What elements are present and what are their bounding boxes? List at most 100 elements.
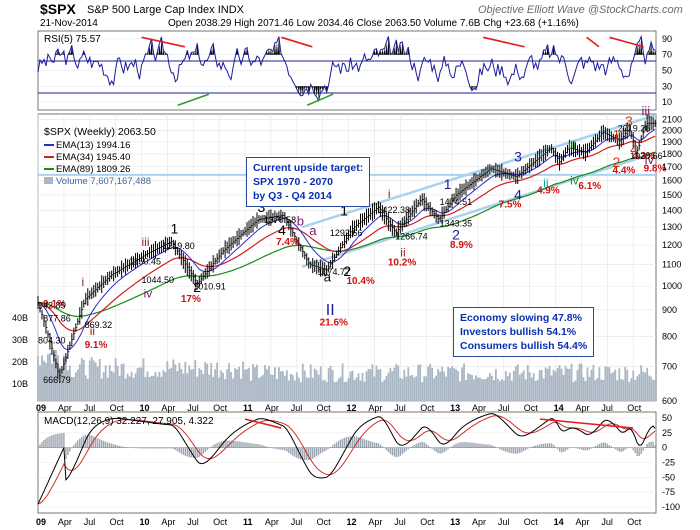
volume-bar [82, 359, 85, 401]
volume-bar [441, 366, 444, 401]
wave-label: i [388, 187, 391, 201]
macd-histogram-bar [312, 447, 314, 459]
macd-tick-label: 0 [662, 443, 667, 453]
volume-bar [142, 358, 145, 401]
volume-bar [134, 373, 137, 401]
volume-bar [508, 372, 511, 401]
price-tick-label: 1400 [662, 205, 682, 215]
volume-bar [138, 367, 141, 401]
macd-histogram-bar [99, 439, 101, 448]
macd-histogram-bar [59, 433, 61, 448]
macd-histogram-bar [640, 447, 642, 455]
macd-histogram-bar [288, 447, 290, 453]
percent-label: 6.1% [578, 181, 601, 192]
macd-histogram-bar [341, 438, 344, 448]
wave-label: iii [142, 235, 150, 249]
volume-bar [397, 365, 400, 401]
volume-bar [66, 370, 69, 401]
volume-bar [182, 373, 185, 401]
volume-bar [160, 376, 163, 401]
macd-histogram-bar [97, 438, 99, 448]
volume-bar [654, 379, 657, 401]
macd-histogram-bar [451, 446, 453, 448]
volume-bar [102, 372, 105, 401]
volume-bar [540, 369, 543, 401]
macd-histogram-bar [204, 447, 206, 453]
volume-bar [132, 377, 135, 401]
macd-histogram-bar [136, 447, 139, 449]
volume-bar [520, 372, 523, 401]
volume-bar [114, 358, 117, 401]
macd-histogram-bar [594, 446, 597, 448]
macd-histogram-bar [142, 447, 145, 449]
wave-label: iii [642, 104, 651, 119]
volume-bar [196, 376, 199, 401]
wave-label: iv [144, 287, 153, 301]
macd-histogram-bar [274, 447, 276, 449]
macd-histogram-bar [606, 443, 609, 448]
volume-bar [242, 361, 244, 401]
volume-bar [321, 380, 324, 401]
sentiment-investors: Investors bullish 54.1% [460, 326, 577, 338]
chart-legend: $SPX (Weekly) 2063.50 EMA(13) 1994.16 EM… [44, 126, 156, 187]
macd-histogram-bar [345, 437, 348, 448]
volume-bar [126, 373, 129, 401]
volume-bar [542, 378, 545, 401]
time-tick-label: Jul [84, 517, 96, 527]
macd-histogram-bar [467, 442, 469, 448]
percent-label: 21.6% [320, 317, 348, 328]
volume-bar [528, 372, 531, 401]
macd-histogram-bar [377, 443, 380, 448]
macd-histogram-bar [383, 447, 386, 449]
wave-label: ii [400, 246, 405, 260]
wave-label: II [326, 302, 335, 319]
macd-histogram-bar [576, 447, 579, 449]
macd-histogram-bar [433, 447, 435, 451]
macd-histogram-bar [650, 441, 652, 448]
macd-tick-label: -75 [662, 487, 675, 497]
macd-histogram-bar [335, 442, 338, 448]
volume-bar [544, 367, 547, 401]
target-line-1: Current upside target: [253, 162, 364, 174]
volume-bar [437, 368, 440, 401]
volume-bar [492, 380, 495, 401]
macd-histogram-bar [411, 446, 413, 448]
macd-histogram-bar [196, 447, 198, 458]
volume-bar [53, 352, 55, 401]
wave-label: 3 [257, 199, 265, 215]
volume-bar [311, 377, 314, 401]
macd-tick-label: 25 [662, 428, 672, 438]
macd-histogram-bar [513, 447, 515, 454]
macd-histogram-bar [443, 447, 445, 453]
volume-bar [200, 369, 203, 401]
macd-histogram-bar [564, 447, 567, 451]
macd-histogram-bar [250, 443, 252, 448]
macd-histogram-bar [548, 443, 551, 448]
volume-bar [502, 380, 505, 401]
volume-bar [154, 371, 157, 401]
volume-bar [485, 379, 487, 401]
rsi-tick-label: 10 [662, 97, 672, 107]
volume-bar [487, 377, 489, 401]
macd-histogram-bar [230, 440, 232, 448]
volume-bar [403, 369, 406, 401]
macd-histogram-bar [373, 442, 376, 448]
volume-bar [427, 366, 430, 401]
macd-histogram-bar [403, 447, 405, 453]
volume-bar [357, 373, 360, 401]
time-tick-label: Apr [161, 403, 175, 413]
price-tick-label: 1500 [662, 190, 682, 200]
time-tick-label: Jul [291, 517, 303, 527]
volume-bar [588, 376, 591, 401]
macd-histogram-bar [642, 447, 644, 451]
time-tick-label: Apr [58, 403, 72, 413]
volume-tick-label: 20B [12, 357, 28, 367]
volume-bar [433, 378, 436, 401]
volume-bar [500, 379, 503, 401]
macd-tick-label: -25 [662, 458, 675, 468]
macd-histogram-bar [168, 447, 171, 449]
volume-bar [580, 363, 583, 401]
volume-bar [373, 376, 376, 401]
price-tick-label: 1100 [662, 260, 681, 270]
volume-bar [176, 371, 179, 401]
